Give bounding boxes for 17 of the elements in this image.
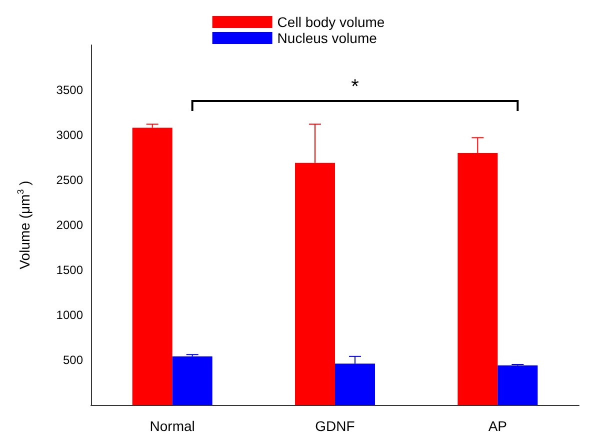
y-tick-label: 500 — [62, 353, 84, 367]
y-tick-label: 3000 — [56, 128, 84, 142]
annotation: * — [351, 76, 360, 98]
y-tick-label: 2000 — [56, 218, 84, 232]
legend-label: Cell body volume — [277, 14, 385, 30]
y-tick-label: 1000 — [56, 308, 84, 322]
y-tick-label: 3500 — [56, 83, 84, 97]
legend-label: Nucleus volume — [277, 30, 378, 46]
x-tick-label: AP — [488, 418, 508, 434]
x-tick-label: GDNF — [315, 418, 355, 434]
x-tick-label: Normal — [150, 418, 195, 434]
y-tick-label: 2500 — [56, 173, 84, 187]
y-axis-title: Volume (μm3 ) — [16, 180, 32, 270]
bar — [132, 128, 172, 405]
y-tick-label: 1500 — [56, 263, 84, 277]
bar — [498, 365, 538, 405]
bar — [172, 356, 212, 405]
